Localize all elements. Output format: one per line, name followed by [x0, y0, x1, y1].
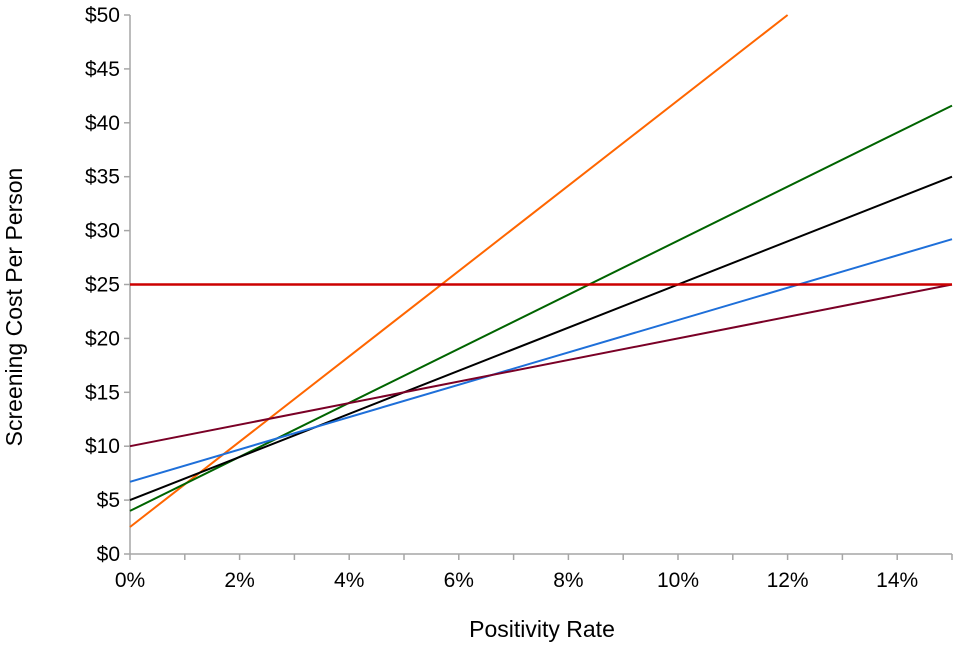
x-tick-label: 12%	[767, 569, 809, 592]
x-axis-title: Positivity Rate	[469, 616, 615, 642]
x-tick-label: 2%	[224, 569, 254, 592]
y-tick-label: $50	[85, 4, 120, 27]
series-lines	[129, 14, 953, 528]
x-tick-label: 10%	[657, 569, 699, 592]
x-tick-label: 0%	[115, 569, 145, 592]
y-tick-label: $20	[85, 327, 120, 350]
series-line-orange	[129, 14, 789, 528]
y-tick-label: $5	[97, 489, 120, 512]
y-tick-label: $25	[85, 274, 120, 297]
y-tick-label: $45	[85, 58, 120, 81]
y-tick-label: $15	[85, 381, 120, 404]
y-tick-label: $40	[85, 112, 120, 135]
y-tick-label: $10	[85, 435, 120, 458]
axes	[124, 14, 953, 560]
x-tick-label: 8%	[553, 569, 583, 592]
x-tick-label: 6%	[444, 569, 474, 592]
series-line-maroon	[129, 283, 953, 448]
x-tick-label: 4%	[334, 569, 364, 592]
y-tick-label: $35	[85, 166, 120, 189]
series-line-green	[129, 104, 953, 512]
tick-labels: $0 $5 $10 $15 $20 $25 $30 $35 $40 $45 $50 0% 2% 4% 6% 8…	[85, 4, 918, 592]
series-line-black	[129, 175, 953, 502]
y-tick-label: $30	[85, 220, 120, 243]
series-line-blue	[129, 238, 953, 483]
y-tick-label: $0	[97, 543, 120, 566]
x-tick-label: 14%	[876, 569, 918, 592]
y-axis-title: Screening Cost Per Person	[1, 168, 27, 447]
